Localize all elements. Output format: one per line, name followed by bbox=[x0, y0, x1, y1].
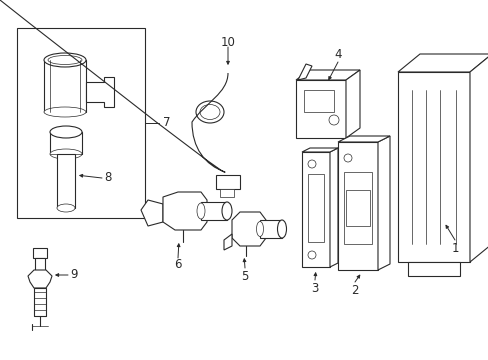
Bar bbox=[50, 132, 82, 154]
Polygon shape bbox=[295, 70, 359, 80]
Polygon shape bbox=[231, 212, 265, 246]
Bar bbox=[216, 175, 240, 189]
Ellipse shape bbox=[200, 104, 220, 120]
Ellipse shape bbox=[50, 149, 82, 159]
Polygon shape bbox=[407, 262, 459, 276]
Text: 7: 7 bbox=[163, 117, 170, 130]
Circle shape bbox=[307, 160, 315, 168]
Bar bbox=[295, 80, 346, 138]
Bar bbox=[33, 248, 47, 258]
Ellipse shape bbox=[222, 202, 231, 220]
Polygon shape bbox=[377, 136, 389, 270]
Text: 10: 10 bbox=[220, 36, 235, 49]
Text: 6: 6 bbox=[174, 258, 182, 271]
Bar bbox=[302, 152, 329, 267]
Bar bbox=[337, 142, 377, 270]
Ellipse shape bbox=[57, 204, 75, 212]
Text: 2: 2 bbox=[350, 284, 358, 297]
Ellipse shape bbox=[44, 107, 86, 117]
Ellipse shape bbox=[44, 53, 86, 67]
Text: 8: 8 bbox=[104, 171, 111, 184]
Circle shape bbox=[328, 115, 338, 125]
Bar bbox=[17, 28, 145, 218]
Bar bbox=[201, 202, 226, 220]
Text: 4: 4 bbox=[334, 49, 341, 62]
Polygon shape bbox=[297, 64, 311, 80]
Ellipse shape bbox=[277, 220, 286, 238]
Circle shape bbox=[343, 154, 351, 162]
Bar bbox=[346, 190, 369, 226]
Polygon shape bbox=[302, 148, 337, 152]
Polygon shape bbox=[337, 136, 389, 142]
Text: 1: 1 bbox=[450, 242, 458, 255]
Bar bbox=[34, 288, 46, 316]
Ellipse shape bbox=[196, 101, 224, 123]
Text: 3: 3 bbox=[311, 282, 318, 294]
Text: 9: 9 bbox=[70, 269, 78, 282]
Bar bbox=[35, 258, 45, 276]
Polygon shape bbox=[28, 270, 52, 288]
Ellipse shape bbox=[197, 203, 204, 219]
Bar bbox=[307, 174, 324, 242]
Bar bbox=[44, 60, 86, 112]
Bar bbox=[260, 220, 282, 238]
Polygon shape bbox=[397, 54, 488, 72]
Polygon shape bbox=[469, 54, 488, 262]
Bar bbox=[397, 72, 469, 262]
Polygon shape bbox=[86, 77, 114, 107]
Bar bbox=[57, 154, 75, 208]
Polygon shape bbox=[141, 200, 163, 226]
Bar bbox=[220, 189, 234, 197]
Bar bbox=[304, 90, 333, 112]
Circle shape bbox=[307, 251, 315, 259]
Ellipse shape bbox=[256, 221, 263, 237]
Polygon shape bbox=[329, 148, 337, 267]
Bar bbox=[343, 172, 371, 244]
Polygon shape bbox=[163, 192, 206, 230]
Polygon shape bbox=[346, 70, 359, 138]
Text: 5: 5 bbox=[241, 270, 248, 283]
Polygon shape bbox=[224, 234, 231, 250]
Ellipse shape bbox=[48, 55, 82, 64]
Ellipse shape bbox=[50, 126, 82, 138]
